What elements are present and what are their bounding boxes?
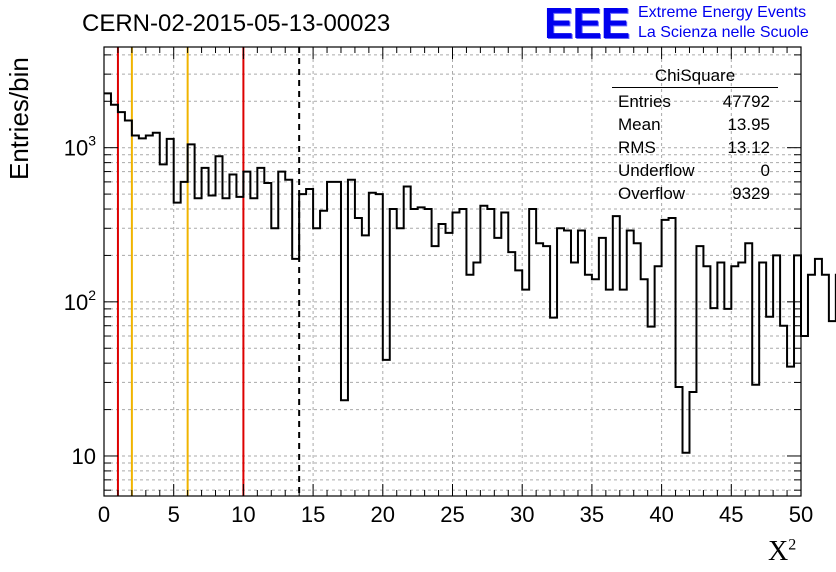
logo-caption-line1: Extreme Energy Events bbox=[638, 4, 807, 21]
logo-caption-line2: La Scienza nelle Scuole bbox=[638, 24, 809, 41]
stats-row-rms: RMS 13.12 bbox=[612, 136, 778, 159]
y-tick-label: 103 bbox=[64, 133, 96, 161]
x-ticks: 0 5 10 15 20 25 30 35 40 45 50 bbox=[98, 47, 813, 527]
x-tick-label: 20 bbox=[371, 502, 395, 527]
x-tick-label: 5 bbox=[168, 502, 180, 527]
stats-box: ChiSquare Entries 47792 Mean 13.95 RMS 1… bbox=[612, 66, 778, 205]
x-tick-label: 10 bbox=[231, 502, 255, 527]
x-tick-label: 35 bbox=[580, 502, 604, 527]
y-tick-label-base: 10 bbox=[72, 444, 96, 469]
stats-value: 13.12 bbox=[727, 138, 770, 157]
histogram-line bbox=[104, 92, 836, 454]
y-tick-label: 102 bbox=[64, 287, 96, 315]
x-tick-label: 40 bbox=[649, 502, 673, 527]
y-tick-label-base: 10 bbox=[64, 290, 88, 315]
grid-lines bbox=[104, 47, 801, 496]
stats-label: Overflow bbox=[618, 184, 686, 203]
x-tick-label: 0 bbox=[98, 502, 110, 527]
stats-value: 13.95 bbox=[727, 115, 770, 134]
stats-label: Underflow bbox=[618, 161, 695, 180]
y-axis-label-text: Entries/bin bbox=[4, 57, 34, 180]
y-tick-label-exp: 2 bbox=[88, 287, 96, 303]
stats-row-entries: Entries 47792 bbox=[612, 90, 778, 113]
plot-frame bbox=[103, 46, 802, 497]
x-axis-label-sup: 2 bbox=[788, 536, 797, 554]
y-tick-label-base: 10 bbox=[64, 136, 88, 161]
eee-logo: EEE bbox=[544, 0, 630, 48]
stats-row-underflow: Underflow 0 bbox=[612, 159, 778, 182]
run-title: CERN-02-2015-05-13-00023 bbox=[82, 10, 391, 37]
stats-row-mean: Mean 13.95 bbox=[612, 113, 778, 136]
x-tick-label: 15 bbox=[301, 502, 325, 527]
y-tick-label: 10 bbox=[72, 444, 96, 469]
y-tick-label-exp: 3 bbox=[88, 133, 96, 149]
histogram-series bbox=[104, 92, 836, 454]
stats-value: 9329 bbox=[732, 184, 770, 203]
stats-row-overflow: Overflow 9329 bbox=[612, 182, 778, 205]
x-axis-label: X2 bbox=[768, 536, 796, 568]
vertical-markers bbox=[116, 47, 301, 496]
x-axis-label-text: X bbox=[768, 536, 789, 567]
x-tick-label: 30 bbox=[510, 502, 534, 527]
stats-label: Entries bbox=[618, 92, 671, 111]
stats-title: ChiSquare bbox=[612, 66, 778, 88]
x-tick-label: 45 bbox=[719, 502, 743, 527]
stats-value: 47792 bbox=[722, 92, 770, 111]
stats-value: 0 bbox=[760, 161, 770, 180]
stats-label: Mean bbox=[618, 115, 661, 134]
logo-mark: EEE bbox=[544, 0, 630, 48]
stats-label: RMS bbox=[618, 138, 656, 157]
x-tick-label: 25 bbox=[440, 502, 464, 527]
x-tick-label: 50 bbox=[789, 502, 813, 527]
y-axis-label: Entries/bin bbox=[4, 57, 35, 180]
